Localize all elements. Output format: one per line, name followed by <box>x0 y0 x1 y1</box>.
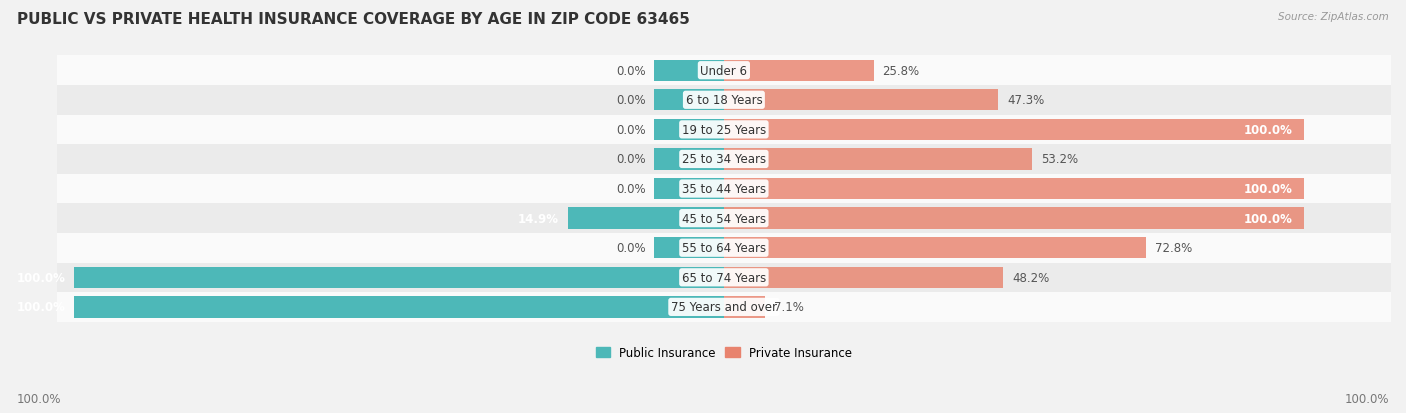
Bar <box>724 237 1146 259</box>
Text: 25 to 34 Years: 25 to 34 Years <box>682 153 766 166</box>
Bar <box>56 204 1391 233</box>
Text: 75 Years and over: 75 Years and over <box>671 301 778 313</box>
Text: 100.0%: 100.0% <box>17 271 66 284</box>
Bar <box>724 149 1032 170</box>
Bar <box>56 115 1391 145</box>
Bar <box>724 267 1004 288</box>
Text: Source: ZipAtlas.com: Source: ZipAtlas.com <box>1278 12 1389 22</box>
Bar <box>56 263 1391 292</box>
Text: 47.3%: 47.3% <box>1007 94 1045 107</box>
Bar <box>654 119 724 141</box>
Text: 14.9%: 14.9% <box>519 212 560 225</box>
Bar <box>56 174 1391 204</box>
Text: 48.2%: 48.2% <box>1012 271 1049 284</box>
Text: 0.0%: 0.0% <box>616 242 645 254</box>
Bar <box>56 145 1391 174</box>
Text: 7.1%: 7.1% <box>773 301 804 313</box>
Bar <box>75 297 654 318</box>
Bar <box>654 267 724 288</box>
Text: 53.2%: 53.2% <box>1042 153 1078 166</box>
Text: 0.0%: 0.0% <box>616 123 645 137</box>
Text: 100.0%: 100.0% <box>1243 183 1292 196</box>
Bar <box>654 60 724 82</box>
Text: 100.0%: 100.0% <box>17 301 66 313</box>
Text: 0.0%: 0.0% <box>616 153 645 166</box>
Text: 35 to 44 Years: 35 to 44 Years <box>682 183 766 196</box>
Text: 55 to 64 Years: 55 to 64 Years <box>682 242 766 254</box>
Bar <box>568 208 654 229</box>
Text: 0.0%: 0.0% <box>616 183 645 196</box>
Text: PUBLIC VS PRIVATE HEALTH INSURANCE COVERAGE BY AGE IN ZIP CODE 63465: PUBLIC VS PRIVATE HEALTH INSURANCE COVER… <box>17 12 690 27</box>
Bar <box>56 56 1391 86</box>
Text: 100.0%: 100.0% <box>1344 392 1389 405</box>
Text: 0.0%: 0.0% <box>616 64 645 78</box>
Text: 100.0%: 100.0% <box>1243 123 1292 137</box>
Text: 100.0%: 100.0% <box>17 392 62 405</box>
Bar <box>724 178 1303 200</box>
Bar <box>724 90 998 111</box>
Text: 25.8%: 25.8% <box>882 64 920 78</box>
Bar <box>654 90 724 111</box>
Bar <box>654 237 724 259</box>
Text: 100.0%: 100.0% <box>1243 212 1292 225</box>
Bar <box>654 178 724 200</box>
Text: 65 to 74 Years: 65 to 74 Years <box>682 271 766 284</box>
Bar <box>654 149 724 170</box>
Bar <box>724 119 1303 141</box>
Bar <box>56 233 1391 263</box>
Text: Under 6: Under 6 <box>700 64 748 78</box>
Text: 19 to 25 Years: 19 to 25 Years <box>682 123 766 137</box>
Bar <box>654 297 724 318</box>
Bar <box>56 292 1391 322</box>
Legend: Public Insurance, Private Insurance: Public Insurance, Private Insurance <box>591 342 856 364</box>
Text: 0.0%: 0.0% <box>616 94 645 107</box>
Bar <box>724 208 1303 229</box>
Text: 6 to 18 Years: 6 to 18 Years <box>686 94 762 107</box>
Bar <box>75 267 654 288</box>
Text: 45 to 54 Years: 45 to 54 Years <box>682 212 766 225</box>
Bar <box>56 86 1391 115</box>
Bar <box>724 297 765 318</box>
Bar <box>654 208 724 229</box>
Text: 72.8%: 72.8% <box>1154 242 1192 254</box>
Bar <box>724 60 873 82</box>
